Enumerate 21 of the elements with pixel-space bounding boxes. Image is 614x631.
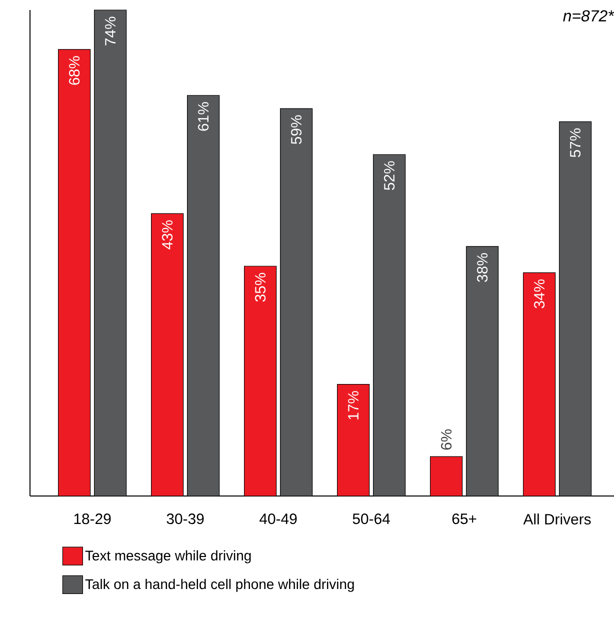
data-label: 17% bbox=[348, 391, 359, 420]
data-label: 59% bbox=[291, 115, 302, 144]
legend-label: Talk on a hand-held cell phone while driving bbox=[85, 578, 354, 592]
data-label: 61% bbox=[198, 102, 209, 131]
x-tick-label: 50-64 bbox=[352, 514, 390, 524]
x-tick-label: 30-39 bbox=[166, 514, 204, 524]
data-label: 57% bbox=[570, 128, 581, 158]
legend-label: Text message while driving bbox=[85, 550, 251, 564]
data-label: 68% bbox=[69, 56, 80, 85]
data-label: 52% bbox=[384, 161, 395, 190]
data-label: 35% bbox=[255, 272, 266, 302]
data-label: 74% bbox=[105, 16, 116, 46]
x-tick-label: 40-49 bbox=[260, 514, 297, 524]
annotation: n=872* bbox=[563, 10, 614, 22]
data-label: 38% bbox=[476, 253, 488, 282]
x-tick-label: 18-29 bbox=[74, 514, 111, 524]
x-tick-label: All Drivers bbox=[523, 514, 591, 524]
data-label: 34% bbox=[534, 279, 545, 308]
x-tick-label: 65+ bbox=[452, 514, 476, 524]
data-label: 43% bbox=[162, 220, 173, 250]
data-label: 6% bbox=[440, 429, 452, 450]
